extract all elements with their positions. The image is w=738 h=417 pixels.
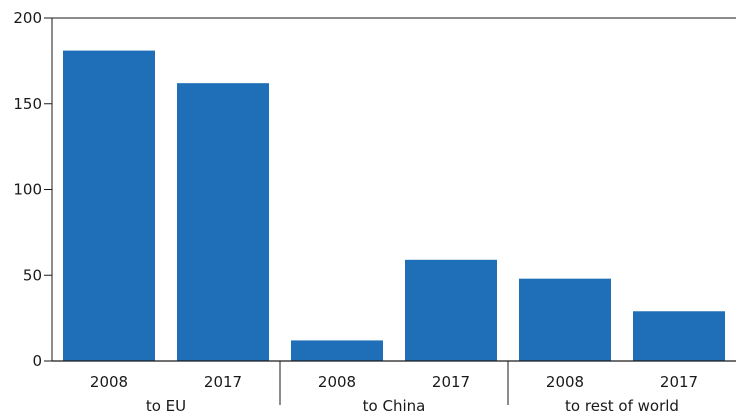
y-tick-label: 100 <box>13 181 42 199</box>
bar <box>519 278 611 361</box>
x-axis: 2008 2017 2008 2017 2008 2017 to EU to China to … <box>52 360 736 415</box>
x-category-label: 2017 <box>660 373 698 391</box>
x-category-label: 2008 <box>546 373 584 391</box>
x-group-label: to EU <box>146 397 186 415</box>
x-group-label: to China <box>363 397 426 415</box>
x-category-label: 2017 <box>432 373 470 391</box>
bar <box>405 259 497 361</box>
x-category-label: 2017 <box>204 373 242 391</box>
x-category-label: 2008 <box>318 373 356 391</box>
y-tick-label: 150 <box>13 95 42 113</box>
bar <box>177 83 269 362</box>
y-tick-label: 50 <box>23 266 42 284</box>
bar <box>291 340 383 361</box>
x-group-label: to rest of world <box>565 397 679 415</box>
bars <box>63 50 725 362</box>
y-tick-label: 0 <box>32 352 42 370</box>
x-category-label: 2008 <box>90 373 128 391</box>
bar <box>633 311 725 361</box>
bar <box>63 50 155 362</box>
y-axis: 0 50 100 150 200 <box>13 9 736 370</box>
y-tick-label: 200 <box>13 9 42 27</box>
